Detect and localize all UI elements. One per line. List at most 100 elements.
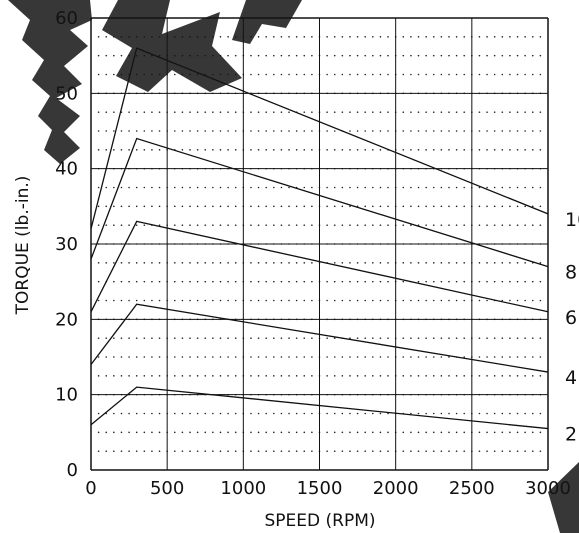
grid-dot: [303, 54, 306, 57]
grid-dot: [204, 356, 207, 358]
grid-dot: [212, 299, 214, 302]
grid-dot: [333, 262, 336, 264]
grid-dot: [341, 299, 344, 302]
grid-dot: [372, 431, 374, 434]
grid-dot: [509, 130, 511, 132]
grid-dot: [135, 111, 138, 113]
grid-dot: [234, 337, 237, 339]
grid-dot: [181, 262, 184, 264]
grid-dot: [440, 36, 443, 38]
grid-dot: [181, 186, 184, 189]
grid-dot: [311, 262, 313, 264]
grid-dot: [173, 186, 176, 189]
grid-dot: [333, 186, 336, 189]
grid-dot: [463, 262, 466, 264]
grid-dot: [128, 356, 130, 358]
grid-dot: [311, 186, 313, 189]
grid-dot: [524, 337, 526, 339]
grid-dot: [379, 149, 382, 151]
grid-dot: [326, 111, 328, 113]
grid-dot: [493, 54, 496, 57]
grid-dot: [265, 412, 267, 415]
grid-dot: [402, 375, 405, 377]
grid-dot: [432, 54, 435, 57]
grid-dot: [455, 337, 458, 339]
grid-dot: [448, 431, 450, 434]
grid-dot: [303, 299, 306, 302]
grid-dot: [265, 375, 267, 377]
grid-dot: [143, 186, 146, 189]
grid-dot: [486, 73, 488, 76]
grid-dot: [280, 149, 283, 151]
grid-dot: [234, 111, 237, 113]
grid-dot: [97, 375, 100, 377]
grid-dot: [364, 356, 367, 358]
grid-dot: [425, 450, 427, 452]
grid-dot: [288, 73, 290, 76]
grid-dot: [173, 205, 176, 208]
grid-dot: [173, 224, 176, 226]
grid-dot: [509, 450, 511, 452]
grid-dot: [311, 73, 313, 76]
grid-dot: [113, 412, 115, 415]
grid-dot: [509, 262, 511, 264]
grid-dot: [333, 111, 336, 113]
grid-dot: [516, 186, 519, 189]
grid-dot: [196, 149, 199, 151]
grid-dot: [501, 262, 504, 264]
grid-dot: [295, 431, 298, 434]
grid-dot: [97, 431, 100, 434]
grid-dot: [227, 412, 229, 415]
grid-dot: [448, 186, 450, 189]
grid-dot: [257, 224, 260, 226]
grid-dot: [341, 36, 344, 38]
grid-dot: [128, 280, 130, 283]
grid-dot: [531, 431, 534, 434]
grid-dot: [219, 130, 222, 132]
grid-dot: [440, 337, 443, 339]
grid-dot: [402, 36, 405, 38]
grid-dot: [531, 73, 534, 76]
grid-dot: [143, 205, 146, 208]
grid-dot: [234, 431, 237, 434]
grid-dot: [151, 130, 153, 132]
grid-dot: [333, 149, 336, 151]
grid-dot: [448, 412, 450, 415]
grid-dot: [135, 186, 138, 189]
grid-dot: [432, 412, 435, 415]
grid-dot: [265, 431, 267, 434]
grid-dot: [113, 205, 115, 208]
grid-dot: [387, 224, 389, 226]
grid-dot: [204, 412, 207, 415]
grid-dot: [181, 205, 184, 208]
grid-dot: [410, 205, 412, 208]
grid-dot: [273, 262, 275, 264]
grid-dot: [410, 130, 412, 132]
grid-dot: [120, 431, 123, 434]
grid-dot: [158, 431, 161, 434]
grid-dot: [158, 130, 161, 132]
grid-dot: [227, 375, 229, 377]
grid-dot: [524, 412, 526, 415]
grid-dot: [265, 450, 267, 452]
grid-dot: [311, 280, 313, 283]
grid-dot: [295, 356, 298, 358]
grid-dot: [509, 36, 511, 38]
grid-dot: [402, 431, 405, 434]
grid-dot: [257, 356, 260, 358]
grid-dot: [280, 431, 283, 434]
grid-dot: [341, 54, 344, 57]
grid-dot: [189, 356, 191, 358]
grid-dot: [204, 280, 207, 283]
grid-dot: [448, 262, 450, 264]
grid-dot: [151, 280, 153, 283]
grid-dot: [524, 280, 526, 283]
grid-dot: [509, 111, 511, 113]
grid-dot: [440, 280, 443, 283]
grid-dot: [151, 111, 153, 113]
grid-dot: [440, 299, 443, 302]
grid-dot: [463, 280, 466, 283]
grid-dot: [97, 262, 100, 264]
grid-dot: [432, 450, 435, 452]
grid-dot: [234, 299, 237, 302]
